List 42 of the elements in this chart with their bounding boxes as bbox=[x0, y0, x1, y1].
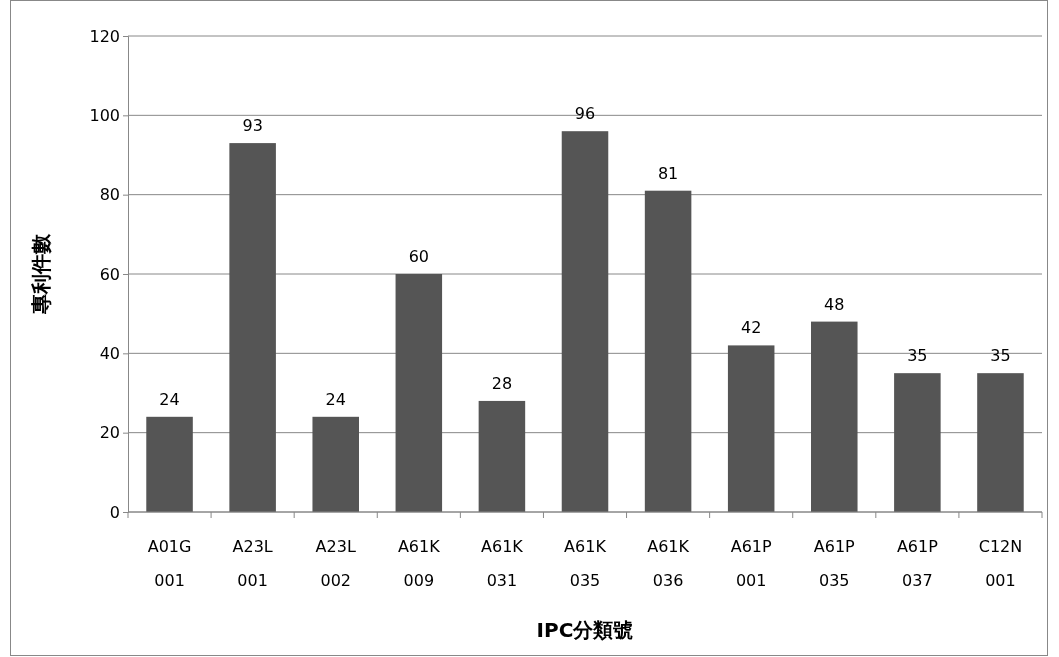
y-tick-label: 100 bbox=[89, 105, 120, 125]
x-tick-label: A61K 009 bbox=[397, 537, 441, 590]
x-tick-label: A61P 037 bbox=[896, 537, 939, 590]
x-tick-label: A23L 001 bbox=[232, 537, 273, 590]
x-axis-title: IPC分類號 bbox=[536, 618, 634, 642]
y-tick-label: 0 bbox=[109, 502, 120, 522]
data-label: 35 bbox=[990, 346, 1011, 366]
x-tick-label: A61K 031 bbox=[481, 537, 524, 590]
data-label: 81 bbox=[657, 163, 679, 183]
data-label: 60 bbox=[408, 247, 429, 266]
data-label: 42 bbox=[741, 318, 762, 338]
y-tick-label: 60 bbox=[99, 264, 120, 284]
bar bbox=[644, 190, 692, 512]
x-tick-label: A61P 035 bbox=[813, 537, 856, 590]
bar bbox=[395, 274, 443, 512]
bar bbox=[811, 321, 858, 512]
x-tick-label: A01G 001 bbox=[147, 537, 192, 590]
bar bbox=[478, 400, 526, 512]
bar bbox=[229, 143, 276, 512]
bar bbox=[977, 373, 1024, 512]
x-tick-label: A61P 001 bbox=[730, 537, 773, 590]
y-axis-title: 專利件數 bbox=[29, 233, 53, 315]
data-label: 24 bbox=[325, 389, 346, 409]
x-tick-label: A23L 002 bbox=[315, 537, 356, 590]
data-label: 24 bbox=[159, 389, 180, 409]
x-tick-label: A61K 036 bbox=[647, 537, 690, 590]
data-label: 28 bbox=[491, 373, 513, 393]
x-tick-label: A61K 035 bbox=[564, 537, 607, 590]
bar bbox=[146, 416, 193, 512]
bar bbox=[312, 416, 359, 512]
y-tick-label: 40 bbox=[99, 343, 120, 363]
bar bbox=[894, 373, 941, 512]
data-label: 35 bbox=[907, 346, 928, 366]
bar bbox=[727, 345, 775, 512]
y-tick-label: 20 bbox=[99, 423, 120, 443]
data-label: 93 bbox=[242, 116, 263, 136]
x-tick-label: C12N 001 bbox=[978, 537, 1023, 590]
bar bbox=[561, 131, 609, 512]
data-label: 48 bbox=[824, 294, 845, 314]
data-label: 96 bbox=[574, 104, 596, 124]
y-tick-label: 80 bbox=[99, 185, 120, 205]
y-tick-label: 120 bbox=[89, 26, 120, 46]
